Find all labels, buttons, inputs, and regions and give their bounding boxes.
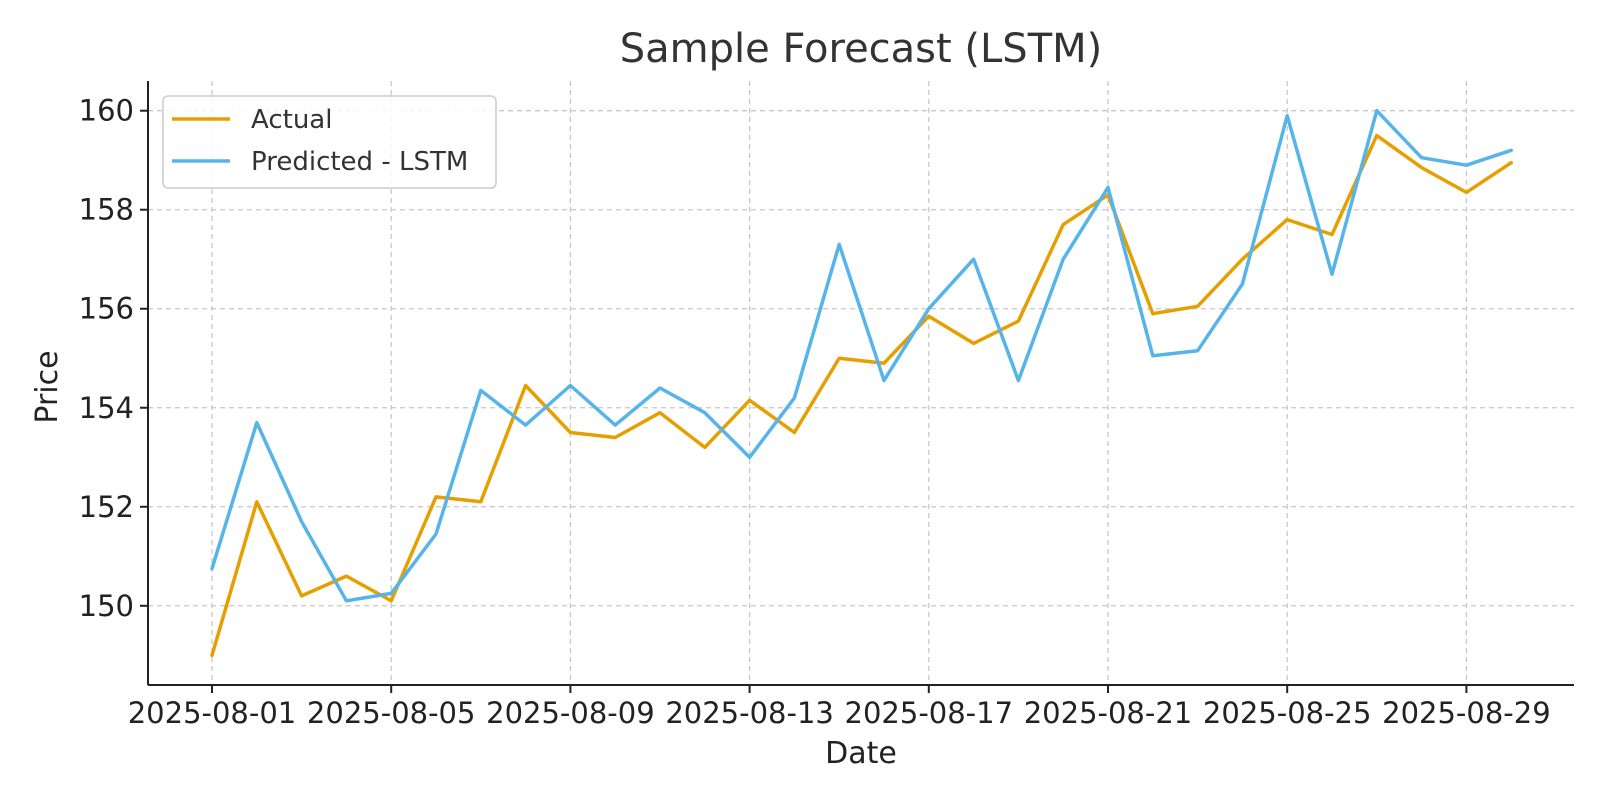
- y-tick-label: 156: [79, 292, 134, 326]
- x-tick-label: 2025-08-09: [486, 696, 655, 730]
- x-tick-label: 2025-08-21: [1024, 696, 1193, 730]
- x-tick-label: 2025-08-05: [307, 696, 476, 730]
- grid-lines: [148, 81, 1574, 685]
- x-tick-label: 2025-08-29: [1382, 696, 1551, 730]
- y-tick-label: 160: [79, 94, 134, 128]
- x-axis-label: Date: [825, 736, 897, 771]
- legend: Actual Predicted - LSTM: [162, 95, 497, 189]
- legend-box: [162, 95, 497, 189]
- x-tick-label: 2025-08-25: [1203, 696, 1372, 730]
- y-ticks: 150 152 154 156 158 160: [79, 94, 148, 623]
- y-tick-label: 152: [79, 490, 134, 524]
- x-tick-label: 2025-08-01: [128, 696, 297, 730]
- y-axis-label: Price: [30, 350, 65, 423]
- legend-label-actual: Actual: [251, 105, 332, 135]
- series-lines: [210, 108, 1513, 658]
- series-line-predicted: [210, 108, 1513, 603]
- y-tick-label: 150: [79, 589, 134, 623]
- x-tick-label: 2025-08-17: [845, 696, 1014, 730]
- chart-title: Sample Forecast (LSTM): [620, 26, 1103, 72]
- legend-label-predicted: Predicted - LSTM: [251, 147, 468, 177]
- series-line-actual: [210, 133, 1513, 658]
- x-ticks: 2025-08-01 2025-08-05 2025-08-09 2025-08-13…: [128, 685, 1551, 730]
- y-tick-label: 158: [79, 193, 134, 227]
- x-tick-label: 2025-08-13: [665, 696, 834, 730]
- y-tick-label: 154: [79, 391, 134, 425]
